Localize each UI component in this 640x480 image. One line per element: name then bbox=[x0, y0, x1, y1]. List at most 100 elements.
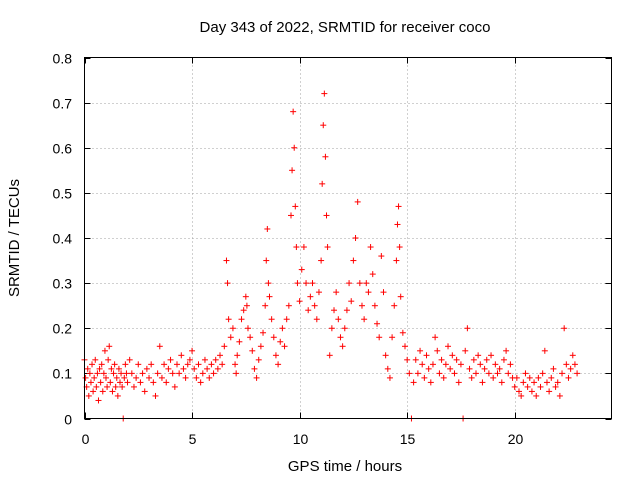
data-point bbox=[210, 370, 217, 377]
data-point bbox=[337, 334, 344, 341]
data-point bbox=[363, 280, 370, 287]
data-point bbox=[470, 356, 477, 363]
data-point bbox=[114, 392, 121, 399]
data-point bbox=[292, 203, 299, 210]
data-point bbox=[561, 325, 568, 332]
data-point bbox=[266, 293, 273, 300]
y-tick-label: 0.3 bbox=[53, 276, 73, 292]
data-point bbox=[513, 374, 520, 381]
data-point bbox=[268, 316, 275, 323]
data-point bbox=[447, 365, 454, 372]
data-point bbox=[208, 361, 215, 368]
data-point bbox=[563, 361, 570, 368]
data-point bbox=[311, 302, 318, 309]
data-point bbox=[133, 374, 140, 381]
data-point bbox=[165, 365, 172, 372]
data-point bbox=[417, 347, 424, 354]
data-point bbox=[105, 356, 112, 363]
data-point bbox=[384, 365, 391, 372]
data-point bbox=[182, 374, 189, 381]
data-point bbox=[574, 370, 581, 377]
data-point bbox=[406, 370, 413, 377]
data-point bbox=[565, 374, 572, 381]
data-point bbox=[449, 352, 456, 359]
y-tick-label: 0.2 bbox=[53, 321, 73, 337]
data-point bbox=[148, 361, 155, 368]
data-point bbox=[212, 356, 219, 363]
data-point bbox=[300, 244, 307, 251]
data-point bbox=[171, 383, 178, 390]
data-point bbox=[234, 352, 241, 359]
data-point bbox=[331, 307, 338, 314]
data-point bbox=[118, 370, 125, 377]
data-point bbox=[559, 370, 566, 377]
data-point bbox=[279, 325, 286, 332]
data-point bbox=[95, 397, 102, 404]
data-point bbox=[539, 370, 546, 377]
data-point bbox=[550, 365, 557, 372]
x-tick-label: 15 bbox=[400, 431, 416, 447]
data-point bbox=[152, 392, 159, 399]
data-points bbox=[81, 90, 581, 422]
data-point bbox=[97, 379, 104, 386]
data-point bbox=[240, 307, 247, 314]
data-point bbox=[298, 266, 305, 273]
data-point bbox=[163, 379, 170, 386]
axis-ticks: 0 0.1 0.2 0.3 0.4 0.5 0.6 0.7 0.8 0 5 10 15 20 bbox=[53, 51, 612, 447]
data-point bbox=[346, 280, 353, 287]
data-point bbox=[436, 370, 443, 377]
data-point bbox=[318, 257, 325, 264]
data-point bbox=[335, 316, 342, 323]
data-point bbox=[106, 343, 113, 350]
data-point bbox=[135, 361, 142, 368]
data-point bbox=[481, 365, 488, 372]
data-point bbox=[204, 365, 211, 372]
x-axis-label: GPS time / hours bbox=[288, 458, 402, 475]
data-point bbox=[238, 316, 245, 323]
data-point bbox=[451, 370, 458, 377]
data-point bbox=[123, 370, 130, 377]
data-point bbox=[283, 316, 290, 323]
data-point bbox=[229, 325, 236, 332]
data-point bbox=[82, 374, 89, 381]
data-point bbox=[520, 379, 527, 386]
data-point bbox=[257, 343, 264, 350]
data-point bbox=[161, 361, 168, 368]
data-point bbox=[462, 347, 469, 354]
data-point bbox=[122, 361, 129, 368]
data-point bbox=[442, 361, 449, 368]
data-point bbox=[255, 356, 262, 363]
data-point bbox=[253, 374, 260, 381]
data-point bbox=[313, 316, 320, 323]
data-point bbox=[434, 347, 441, 354]
data-point bbox=[98, 361, 105, 368]
data-point bbox=[128, 370, 135, 377]
data-point bbox=[293, 244, 300, 251]
data-point bbox=[423, 352, 430, 359]
data-point bbox=[455, 379, 462, 386]
data-point bbox=[571, 361, 578, 368]
data-point bbox=[496, 365, 503, 372]
data-point bbox=[99, 388, 106, 395]
data-point bbox=[244, 325, 251, 332]
data-point bbox=[289, 167, 296, 174]
data-point bbox=[169, 370, 176, 377]
data-point bbox=[111, 361, 118, 368]
data-point bbox=[294, 280, 301, 287]
data-point bbox=[505, 370, 512, 377]
y-tick-label: 0.4 bbox=[53, 231, 73, 247]
data-point bbox=[535, 374, 542, 381]
data-point bbox=[186, 356, 193, 363]
x-tick-label: 5 bbox=[189, 431, 197, 447]
data-point bbox=[143, 365, 150, 372]
data-point bbox=[103, 374, 110, 381]
data-point bbox=[472, 370, 479, 377]
data-point bbox=[386, 374, 393, 381]
grid-lines bbox=[84, 57, 612, 419]
data-point bbox=[389, 334, 396, 341]
data-point bbox=[326, 352, 333, 359]
data-point bbox=[130, 383, 137, 390]
data-point bbox=[556, 392, 563, 399]
data-point bbox=[341, 325, 348, 332]
data-point bbox=[522, 370, 529, 377]
